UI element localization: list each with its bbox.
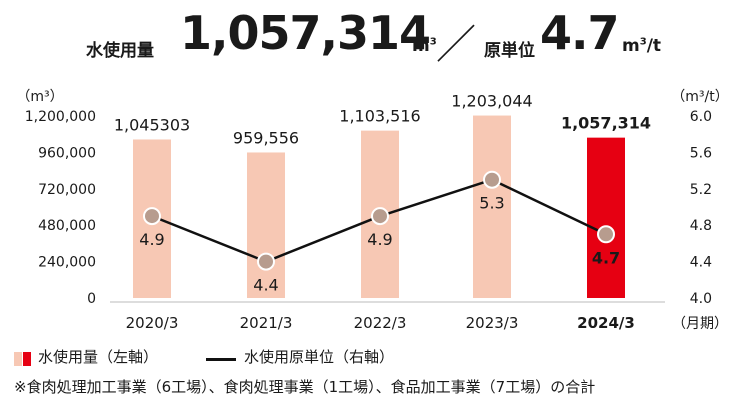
left-axis-labels: 0 240,000 480,000 720,000 960,000 1,200,000 <box>25 109 96 307</box>
x-axis-tick-label: 2020/3 <box>126 314 179 332</box>
intensity-value-label: 4.9 <box>367 230 392 249</box>
left-axis-tick-label: 0 <box>87 291 96 307</box>
right-axis-tick-label: 5.2 <box>690 182 712 198</box>
intensity-value-label: 4.9 <box>139 230 164 249</box>
left-axis-tick-label: 1,200,000 <box>25 109 96 125</box>
intensity-value-label: 4.7 <box>592 248 620 267</box>
intensity-value-label: 5.3 <box>479 194 504 213</box>
x-axis-unit: （月期） <box>672 316 728 332</box>
line-group: 4.9 4.4 4.9 5.3 4.7 <box>139 170 620 295</box>
left-axis-tick-label: 480,000 <box>38 218 96 234</box>
intensity-marker <box>143 207 161 226</box>
intensity-marker <box>483 170 501 189</box>
legend-line-swatch <box>206 358 236 361</box>
x-axis-tick-label: 2024/3 <box>577 314 635 332</box>
intensity-label: 原単位 <box>484 41 535 61</box>
legend-bar-swatch <box>14 352 22 366</box>
x-axis-tick-label: 2023/3 <box>466 314 519 332</box>
legend-bar-swatch-highlight <box>23 352 31 366</box>
right-axis-labels: 4.0 4.4 4.8 5.2 5.6 6.0 <box>690 109 712 307</box>
right-axis-unit: （m³/t） <box>671 89 728 105</box>
footnote: ※食肉処理加工事業（6工場）、食肉処理事業（1工場）、食品加工事業（7工場）の合… <box>14 378 596 396</box>
bar-value-label: 1,103,516 <box>339 107 420 126</box>
legend-bar-label: 水使用量（左軸） <box>38 348 159 366</box>
right-axis-tick-label: 4.0 <box>690 291 712 307</box>
bar-value-label: 1,045303 <box>114 115 190 134</box>
bar-2021/3 <box>247 152 285 298</box>
right-axis-tick-label: 6.0 <box>690 109 712 125</box>
x-axis-labels: 2020/3 2021/3 2022/3 2023/3 2024/3 <box>110 301 665 332</box>
intensity-marker <box>257 252 275 271</box>
legend-line-label: 水使用原単位（右軸） <box>244 348 395 366</box>
bar-value-label: 959,556 <box>233 128 299 147</box>
right-axis-tick-label: 5.6 <box>690 145 712 161</box>
left-axis-tick-label: 240,000 <box>38 255 96 271</box>
bar-2024/3 <box>587 137 625 298</box>
water-usage-total: 1,057,314 <box>180 6 431 60</box>
x-axis-tick-label: 2021/3 <box>240 314 293 332</box>
right-axis-tick-label: 4.8 <box>690 218 712 234</box>
bar-value-label: 1,057,314 <box>561 114 651 133</box>
left-axis-tick-label: 960,000 <box>38 145 96 161</box>
water-usage-label: 水使用量 <box>86 41 154 61</box>
bar-value-label: 1,203,044 <box>451 92 532 111</box>
right-axis-tick-label: 4.4 <box>690 255 712 271</box>
header-slash: ／ <box>436 22 476 68</box>
bar-2023/3 <box>473 115 511 298</box>
x-axis-tick-label: 2022/3 <box>354 314 407 332</box>
intensity-marker <box>597 225 615 244</box>
left-axis-unit: （m³） <box>16 89 63 105</box>
bars-group: 1,045303 959,556 1,103,516 1,203,044 1,057,3… <box>114 92 651 298</box>
left-axis-tick-label: 720,000 <box>38 182 96 198</box>
intensity-value-label: 4.4 <box>253 276 278 295</box>
water-usage-unit: m3 <box>412 36 437 56</box>
intensity-marker <box>371 207 389 226</box>
chart-header: 水使用量 1,057,314 m3 ／ 原単位 4.7 m3/t <box>0 2 740 68</box>
intensity-unit: m3/t <box>622 36 662 56</box>
intensity-value: 4.7 <box>540 6 619 60</box>
